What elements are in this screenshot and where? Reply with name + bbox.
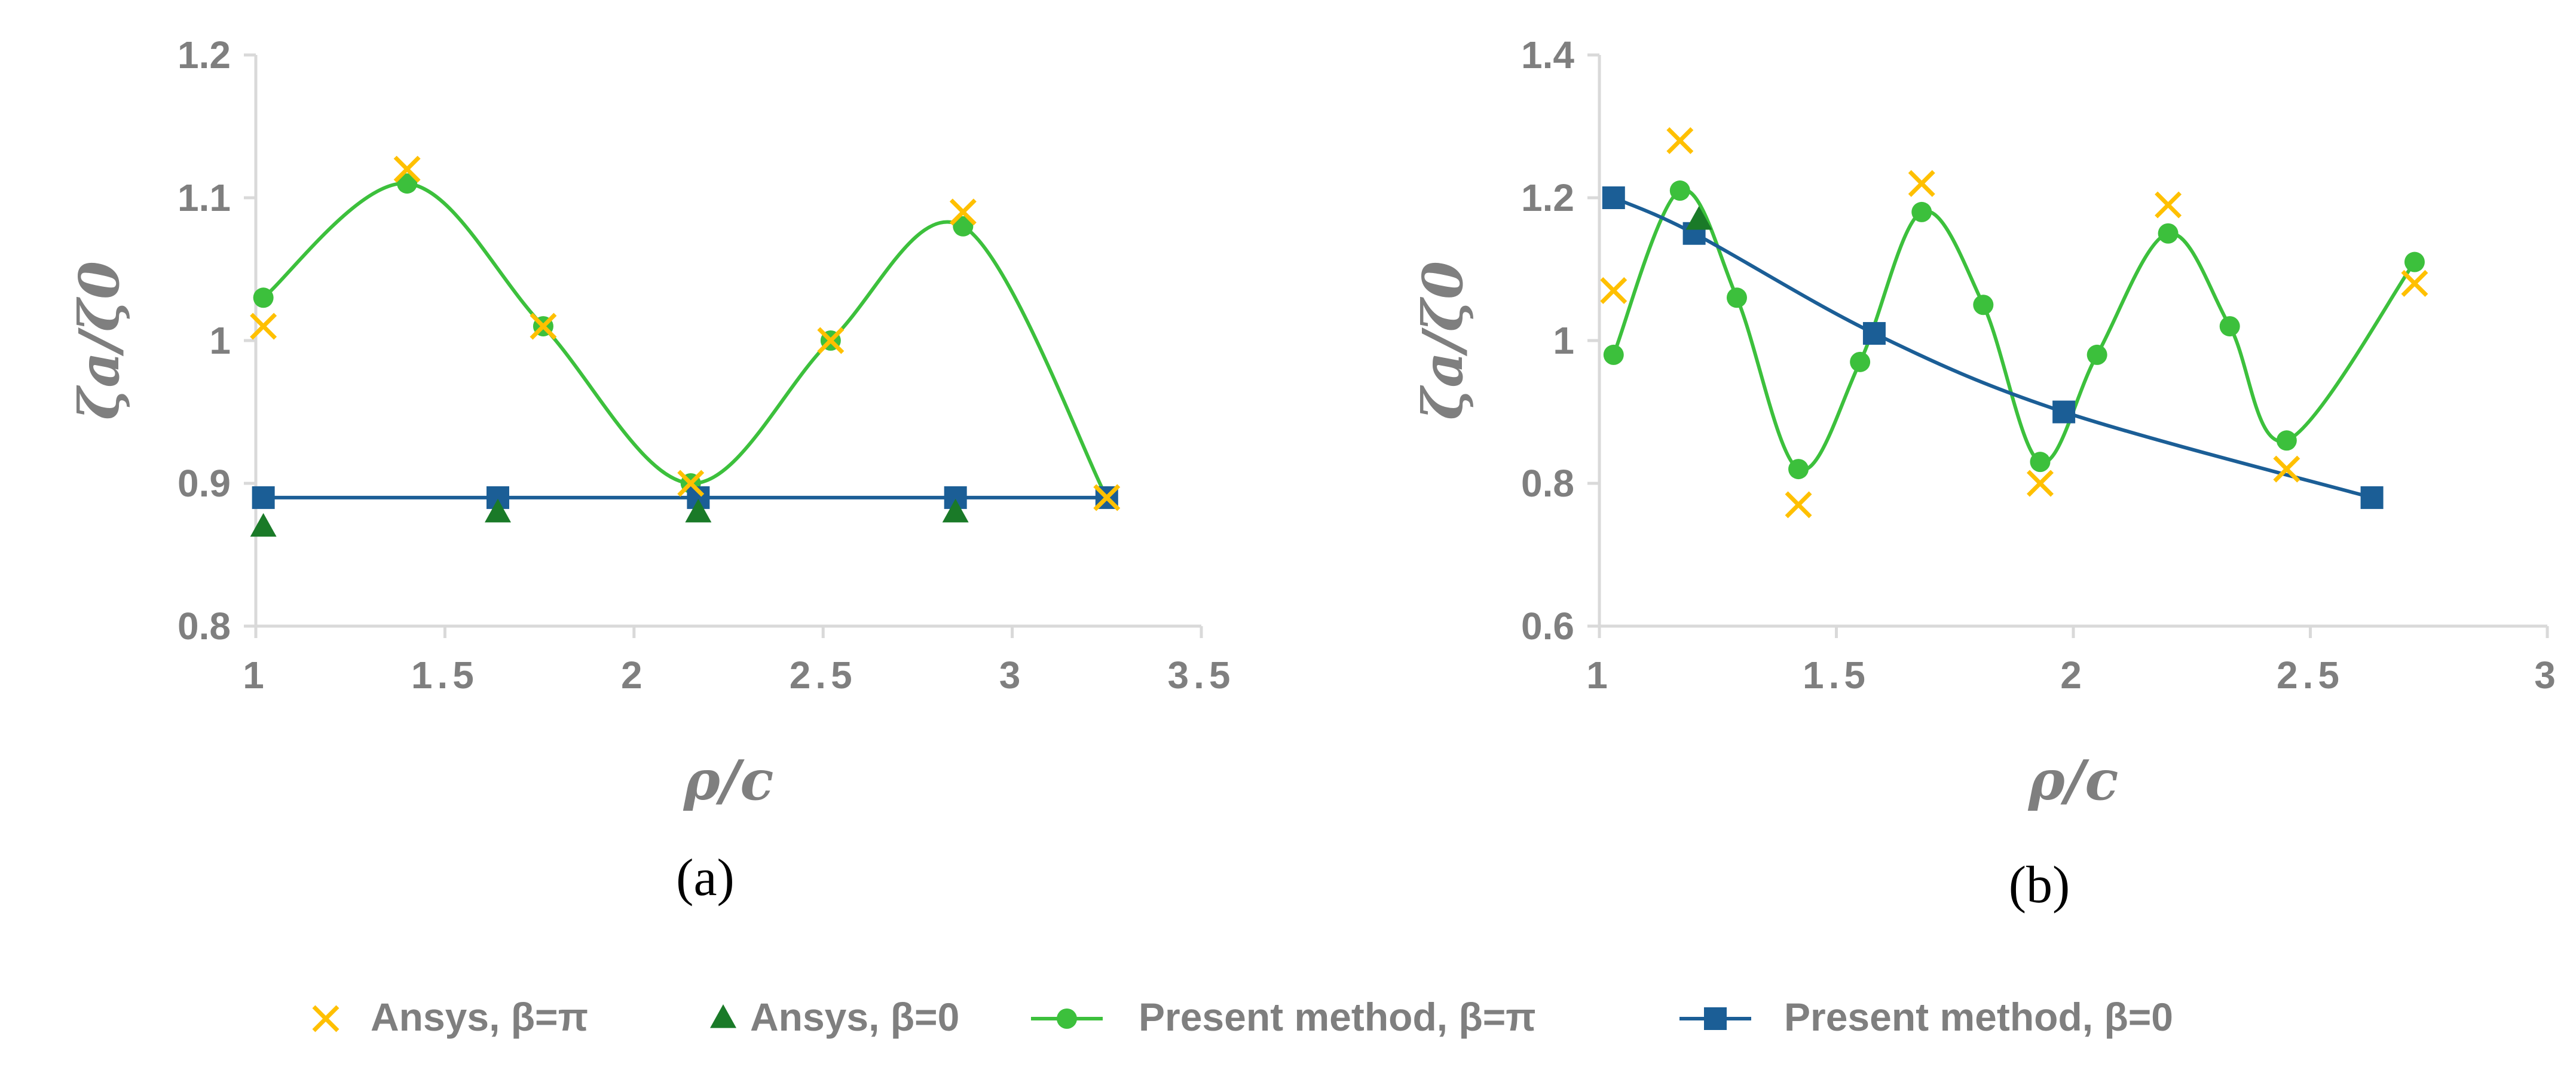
y-tick-label: 0.8 (1521, 462, 1574, 505)
x-tick-label: 2.5 (790, 654, 857, 697)
y-tick-label: 0.6 (1521, 605, 1574, 648)
point-ansys-zero (1685, 206, 1712, 230)
x-tick-label: 1 (243, 654, 269, 697)
point-present-pi (1788, 459, 1809, 480)
triangle-icon (710, 1004, 736, 1028)
point-ansys-pi (2027, 470, 2054, 497)
chart-panel-a: 0.8 0.9 1 1.1 1.2 1 1.5 2 2.5 3 3.5 ρ/c ζa/ζ0 (a) (67, 33, 1235, 907)
point-ansys-pi (2273, 455, 2300, 483)
point-present-pi (2404, 252, 2425, 272)
x-tick-label: 2 (2060, 654, 2087, 697)
point-ansys-pi (2155, 191, 2182, 219)
point-present-pi (253, 287, 274, 308)
x-tick-label: 3 (999, 654, 1026, 697)
point-present-pi (1669, 180, 1690, 201)
legend-item: Present method, β=π (1031, 995, 1536, 1039)
point-present-pi (1603, 344, 1624, 365)
legend-label: Ansys, β=0 (750, 995, 959, 1039)
point-present-pi (1973, 295, 1994, 315)
series-line-present-zero (1613, 196, 2373, 499)
y-tick-label: 1.1 (178, 176, 231, 219)
y-tick-label: 1.2 (178, 33, 231, 76)
point-ansys-pi (530, 312, 557, 340)
y-tick-label: 1.2 (1521, 176, 1574, 219)
point-ansys-zero (942, 498, 969, 523)
legend: Ansys, β=π Ansys, β=0 Present method, β=π P… (312, 995, 2173, 1039)
x-axis-title: ρ/c (683, 748, 774, 813)
point-present-pi (1726, 287, 1747, 308)
circle-line-icon (1031, 1009, 1103, 1029)
y-tick-label: 1 (209, 319, 231, 362)
point-present-zero (2360, 486, 2384, 509)
point-present-pi (2276, 430, 2297, 451)
legend-item: Ansys, β=0 (710, 995, 959, 1039)
point-ansys-pi (393, 155, 421, 183)
legend-label: Present method, β=0 (1784, 995, 2173, 1039)
x-tick-label: 2 (621, 654, 647, 697)
x-tick-label: 1.5 (1803, 654, 1870, 697)
panel-caption: (b) (2009, 856, 2070, 914)
x-tick-label: 1 (1586, 654, 1613, 697)
legend-item: Present method, β=0 (1679, 995, 2173, 1039)
y-tick-label: 0.9 (178, 462, 231, 505)
series-line-present-pi (1612, 188, 2416, 472)
panel-caption: (a) (676, 849, 735, 907)
point-present-zero (1862, 322, 1886, 345)
chart-panel-b: 0.6 0.8 1 1.2 1.4 1 1.5 2 2.5 3 ρ/c ζa/ζ0 (b) (1411, 33, 2560, 914)
point-present-pi (953, 216, 974, 237)
x-tick-label: 2.5 (2277, 654, 2344, 697)
point-present-pi (2030, 452, 2051, 473)
point-ansys-pi (1785, 491, 1812, 519)
point-ansys-zero (685, 498, 712, 523)
point-present-pi (1850, 351, 1871, 372)
legend-item: Ansys, β=π (312, 995, 588, 1039)
point-ansys-zero (484, 498, 511, 523)
legend-label: Ansys, β=π (371, 995, 588, 1039)
x-tick-label: 3.5 (1168, 654, 1235, 697)
x-axis-title: ρ/c (2028, 748, 2119, 813)
point-present-pi (2087, 344, 2107, 365)
point-present-zero (252, 486, 275, 509)
point-ansys-zero (250, 513, 277, 537)
point-ansys-pi (250, 312, 277, 340)
point-present-zero (2052, 400, 2076, 424)
point-present-pi (397, 173, 418, 194)
x-tick-label: 3 (2534, 654, 2560, 697)
x-tick-label: 1.5 (411, 654, 479, 697)
point-ansys-pi (1908, 170, 1935, 197)
point-ansys-pi (677, 470, 705, 497)
point-ansys-pi (949, 198, 977, 226)
legend-label: Present method, β=π (1139, 995, 1536, 1039)
point-ansys-pi (1600, 277, 1627, 304)
cross-icon (312, 1005, 339, 1032)
point-ansys-pi (817, 327, 845, 354)
y-axis-title: ζa/ζ0 (1411, 261, 1475, 420)
point-ansys-pi (1666, 127, 1694, 154)
point-present-pi (2158, 223, 2179, 244)
point-present-pi (2219, 316, 2240, 337)
y-axis-title: ζa/ζ0 (67, 261, 131, 420)
y-tick-label: 1 (1553, 319, 1574, 362)
point-ansys-pi (1093, 484, 1121, 511)
point-ansys-pi (2401, 269, 2428, 297)
square-line-icon (1679, 1007, 1751, 1030)
series-line-present-pi (262, 182, 1109, 499)
point-present-pi (1911, 201, 1932, 222)
y-tick-label: 1.4 (1521, 33, 1574, 76)
point-present-zero (1602, 186, 1625, 209)
y-tick-label: 0.8 (178, 605, 231, 648)
